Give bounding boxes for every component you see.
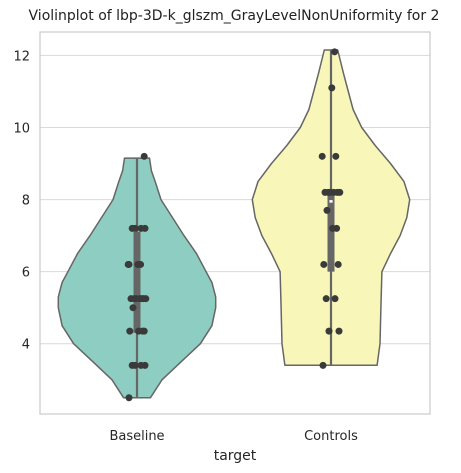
data-point bbox=[137, 260, 145, 268]
x-tick-label: Controls bbox=[304, 429, 358, 444]
x-tick-label: Baseline bbox=[109, 429, 164, 444]
data-point bbox=[318, 152, 326, 160]
median-marker bbox=[329, 200, 333, 203]
data-point bbox=[128, 361, 136, 369]
chart-title: Violinplot of lbp-3D-k_glszm_GrayLevelNo… bbox=[29, 8, 440, 24]
data-point bbox=[128, 224, 136, 232]
data-point bbox=[335, 327, 343, 335]
y-tick-label: 10 bbox=[13, 122, 30, 137]
y-tick-label: 8 bbox=[22, 194, 30, 209]
data-point bbox=[126, 327, 134, 335]
data-point bbox=[333, 224, 341, 232]
y-tick-label: 6 bbox=[22, 266, 30, 281]
data-point bbox=[322, 295, 330, 303]
data-point bbox=[334, 260, 342, 268]
y-axis-ticks: 4 6 8 10 12 bbox=[13, 49, 30, 352]
iqr-box bbox=[133, 232, 141, 333]
data-point bbox=[332, 152, 340, 160]
y-tick-label: 12 bbox=[13, 49, 30, 64]
data-point bbox=[137, 224, 145, 232]
data-point bbox=[129, 304, 137, 312]
data-point bbox=[320, 260, 328, 268]
data-point bbox=[139, 327, 147, 335]
data-point bbox=[125, 394, 133, 402]
data-point bbox=[331, 48, 339, 56]
plot-frame bbox=[39, 31, 431, 415]
data-point bbox=[138, 295, 146, 303]
x-axis-ticks: Baseline Controls bbox=[109, 429, 358, 444]
violins bbox=[57, 48, 411, 402]
iqr-box bbox=[327, 192, 335, 272]
data-point bbox=[328, 84, 336, 92]
x-axis-label: target bbox=[214, 448, 257, 464]
data-point bbox=[140, 152, 148, 160]
data-point bbox=[333, 188, 341, 196]
data-point bbox=[125, 260, 133, 268]
data-point bbox=[130, 295, 138, 303]
y-tick-label: 4 bbox=[22, 338, 30, 353]
data-point bbox=[319, 361, 327, 369]
data-point bbox=[324, 188, 332, 196]
data-point bbox=[331, 295, 339, 303]
data-point bbox=[325, 327, 333, 335]
data-point bbox=[137, 361, 145, 369]
data-point bbox=[323, 206, 331, 214]
